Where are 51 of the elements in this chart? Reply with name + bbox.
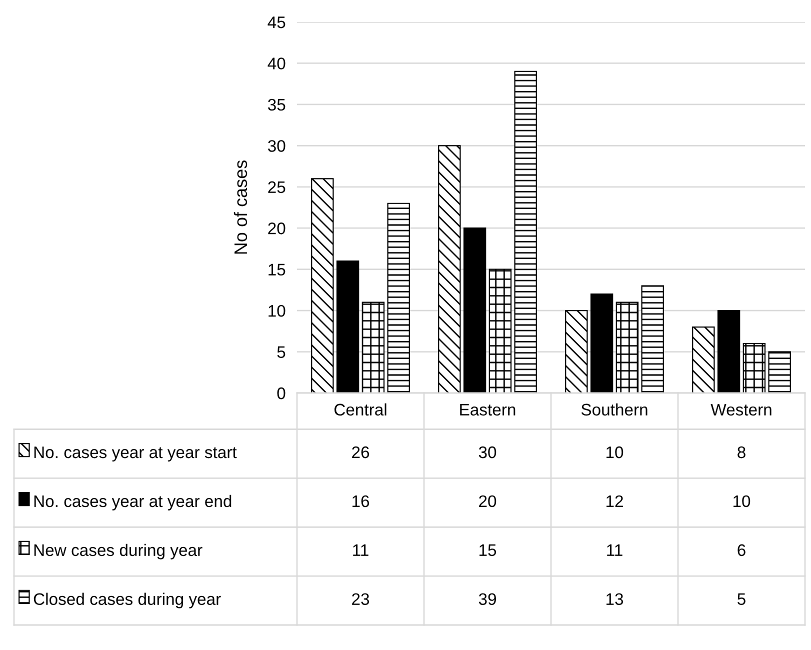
y-tick-label: 40 bbox=[268, 58, 286, 70]
y-tick-label: 45 bbox=[268, 16, 286, 28]
data-label: 12 bbox=[606, 495, 623, 507]
x-tick-label: Central bbox=[334, 403, 386, 416]
x-tick-label: Western bbox=[710, 404, 772, 416]
x-tick-label: Eastern bbox=[460, 404, 516, 416]
data-label: 26 bbox=[352, 446, 370, 458]
bar bbox=[692, 326, 715, 393]
y-tick-label: 0 bbox=[277, 387, 286, 400]
data-label: 20 bbox=[479, 495, 496, 508]
data-label: 5 bbox=[738, 593, 746, 606]
y-tick-label: 15 bbox=[268, 264, 286, 276]
bar bbox=[616, 302, 639, 393]
bar bbox=[336, 260, 360, 393]
data-label: 16 bbox=[352, 495, 370, 508]
bar bbox=[463, 228, 486, 393]
bar bbox=[438, 145, 461, 393]
data-label: 11 bbox=[353, 544, 368, 556]
data-label: 8 bbox=[738, 446, 746, 458]
y-tick-label: 35 bbox=[268, 98, 286, 111]
y-tick-label: 25 bbox=[268, 181, 286, 194]
data-label: 23 bbox=[352, 593, 370, 606]
data-label: 13 bbox=[606, 593, 624, 606]
bar bbox=[717, 310, 740, 393]
data-label: 30 bbox=[478, 446, 496, 458]
bar bbox=[514, 70, 537, 393]
data-label: 11 bbox=[607, 544, 622, 556]
bar bbox=[641, 285, 664, 393]
y-axis-title: No of cases bbox=[234, 160, 248, 254]
bar bbox=[311, 178, 334, 393]
data-label: 6 bbox=[738, 544, 746, 556]
x-tick-label: Southern bbox=[581, 403, 648, 416]
y-tick-label: 20 bbox=[268, 222, 286, 234]
bar bbox=[742, 342, 766, 393]
bar bbox=[768, 351, 791, 393]
data-label: 15 bbox=[480, 544, 496, 556]
data-label: 39 bbox=[478, 593, 496, 606]
legend-label: No. cases year at year end bbox=[34, 494, 232, 510]
legend-label: Closed cases during year bbox=[34, 592, 221, 608]
legend-label: New cases during year bbox=[34, 544, 202, 560]
y-tick-label: 5 bbox=[277, 346, 286, 358]
bar bbox=[565, 310, 588, 393]
bar bbox=[488, 268, 512, 393]
data-label: 10 bbox=[734, 495, 750, 508]
y-tick-label: 30 bbox=[268, 140, 286, 152]
y-tick-label: 10 bbox=[268, 304, 286, 317]
bar bbox=[590, 294, 614, 393]
legend-label: No. cases year at year start bbox=[34, 446, 237, 462]
bar bbox=[387, 202, 410, 393]
bar bbox=[362, 302, 385, 393]
data-label: 10 bbox=[606, 446, 624, 458]
